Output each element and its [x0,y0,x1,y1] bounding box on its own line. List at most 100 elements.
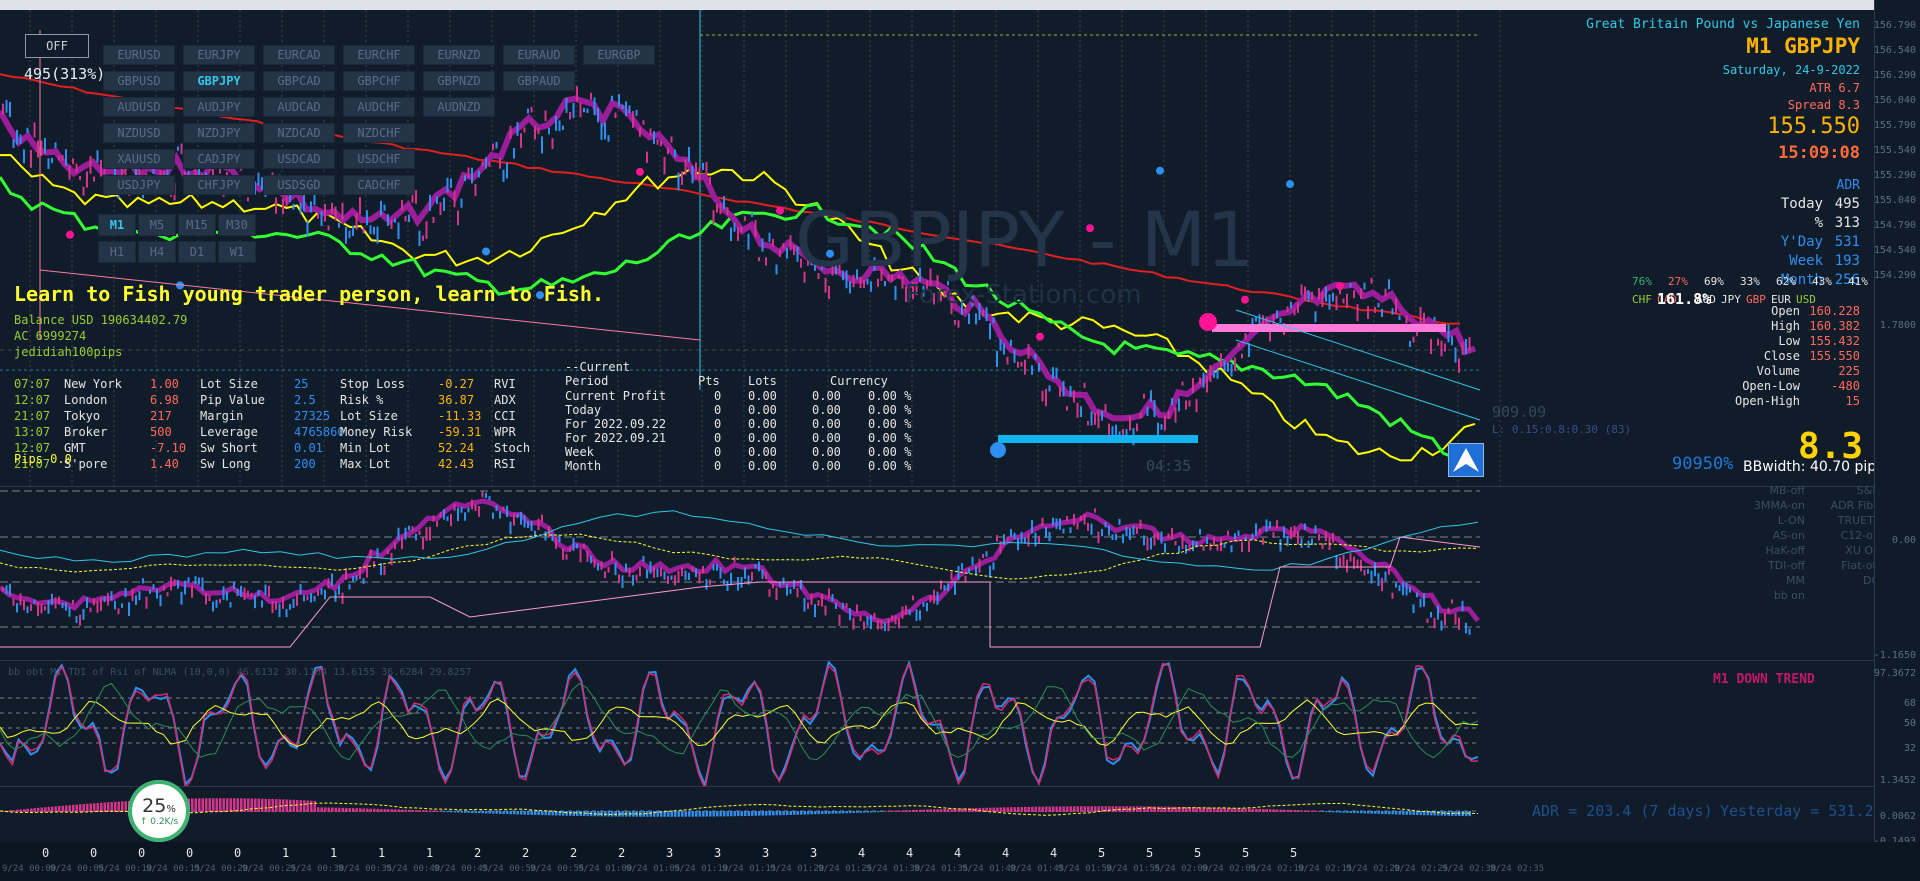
candle [495,505,498,512]
candle [180,591,183,605]
pair-button-usdjpy[interactable]: USDJPY [103,175,175,195]
timeframe-button-m1[interactable]: M1 [98,214,136,236]
pair-button-gbpaud[interactable]: GBPAUD [503,71,575,91]
candle [1335,295,1338,311]
pair-button-usdcad[interactable]: USDCAD [263,149,335,169]
histogram-bar [642,811,645,817]
timeframe-button-w1[interactable]: W1 [218,241,256,263]
histogram-bar [1041,806,1044,812]
pair-button-gbpchf[interactable]: GBPCHF [343,71,415,91]
indicator-pane-2[interactable] [0,487,1875,661]
date-label: 9/24 00:00 [2,864,57,874]
pair-button-euraud[interactable]: EURAUD [503,45,575,65]
pair-button-eurusd[interactable]: EURUSD [103,45,175,65]
candle [954,582,956,595]
candle [723,579,725,585]
histogram-bar [390,809,393,812]
time-axis[interactable] [0,842,1920,881]
candle [310,201,312,213]
pair-button-nzdchf[interactable]: NZDCHF [343,123,415,143]
pair-button-eurjpy[interactable]: EURJPY [183,45,255,65]
indicator-toggle-as-on[interactable]: AS-on [1772,529,1805,542]
histogram-bar [1006,807,1009,812]
histogram-bar [656,811,659,817]
timeframe-button-h4[interactable]: H4 [138,241,176,263]
pair-button-audcad[interactable]: AUDCAD [263,97,335,117]
indicator-toggle-bb-on[interactable]: bb on [1773,589,1805,602]
histogram-bar [1108,806,1111,812]
timeframe-button-m30[interactable]: M30 [218,214,256,236]
histogram-bar [383,809,386,812]
histogram-bar [117,801,120,812]
candle [1325,531,1327,542]
pair-button-eurgbp[interactable]: EURGBP [583,45,655,65]
pair-button-eurnzd[interactable]: EURNZD [423,45,495,65]
candle [614,562,617,576]
profit-cell: Month [565,459,602,473]
indicator-toggle-hak-off[interactable]: HaK-off [1765,544,1805,557]
pair-button-eurcad[interactable]: EURCAD [263,45,335,65]
session-name: S'pore [64,457,108,471]
candle [520,133,522,148]
candle [404,527,407,540]
indicator-toggle-mb-off[interactable]: MB-off [1769,484,1805,497]
pair-button-gbpusd[interactable]: GBPUSD [103,71,175,91]
candle [1045,388,1047,407]
pair-button-audchf[interactable]: AUDCHF [343,97,415,117]
pair-button-xauusd[interactable]: XAUUSD [103,149,175,169]
indicator-toggle-l-on[interactable]: L-ON [1777,514,1805,527]
session-val: 500 [150,425,172,439]
timeframe-button-h1[interactable]: H1 [98,241,136,263]
histogram-bar [317,807,320,812]
timeframe-button-m15[interactable]: M15 [178,214,216,236]
indicator-toggle-mm[interactable]: MM [1786,574,1805,587]
candle [1286,306,1289,313]
indicator-toggle-tdi-off[interactable]: TDI-off [1768,559,1805,572]
pair-button-gbpnzd[interactable]: GBPNZD [423,71,495,91]
pair-button-audusd[interactable]: AUDUSD [103,97,175,117]
candle [1454,613,1457,625]
candle [537,518,540,531]
pair-button-cadchf[interactable]: CADCHF [343,175,415,195]
pair-button-usdsgd[interactable]: USDSGD [263,175,335,195]
candle [1136,423,1138,432]
histogram-bar [1178,806,1181,812]
app-logo-icon[interactable] [1448,443,1484,477]
candle [1325,286,1327,302]
pair-button-nzdcad[interactable]: NZDCAD [263,123,335,143]
candle [523,127,526,133]
pair-button-chfjpy[interactable]: CHFJPY [183,175,255,195]
histogram-bar [299,800,302,812]
pair-button-nzdusd[interactable]: NZDUSD [103,123,175,143]
pair-button-eurchf[interactable]: EURCHF [343,45,415,65]
pair-button-cadjpy[interactable]: CADJPY [183,149,255,169]
network-gauge[interactable]: 25% ↑ 0.2K/s [128,780,190,842]
indicator-toggle-adr-fibo[interactable]: ADR Fibo [1830,499,1880,512]
pair-button-nzdjpy[interactable]: NZDJPY [183,123,255,143]
pair-button-audnzd[interactable]: AUDNZD [423,97,495,117]
histogram-bar [397,809,400,812]
pair-button-audjpy[interactable]: AUDJPY [183,97,255,117]
pair-button-gbpjpy[interactable]: GBPJPY [183,71,255,91]
price-axis[interactable]: 156.790 156.540 156.290 156.040 155.790 155.5… [1874,0,1920,881]
candle [1349,283,1352,288]
timeframe-button-m5[interactable]: M5 [138,214,176,236]
indicator-toggle-xu-on[interactable]: XU On [1845,544,1880,557]
profit-cell: 0.00 [812,445,841,459]
tdi-pane[interactable] [0,661,1875,787]
indicator-toggle-3mma-on[interactable]: 3MMA-on [1753,499,1805,512]
indicator-toggle-flat-off[interactable]: Flat-off [1841,559,1880,572]
indicator-toggle-c12-on[interactable]: C12-on [1840,529,1880,542]
timeframe-button-d1[interactable]: D1 [178,241,216,263]
candle [1174,540,1177,546]
histogram-pane[interactable] [0,787,1875,843]
pair-button-gbpcad[interactable]: GBPCAD [263,71,335,91]
off-toggle-button[interactable]: OFF [25,34,89,58]
histogram-bar [401,809,404,812]
indicator-toggle-truetl[interactable]: TRUETL [1837,514,1880,527]
candle [1353,290,1355,299]
time-digit: 4 [954,846,962,860]
pair-button-usdchf[interactable]: USDCHF [343,149,415,169]
candle [530,107,533,113]
histogram-bar [1199,807,1202,812]
